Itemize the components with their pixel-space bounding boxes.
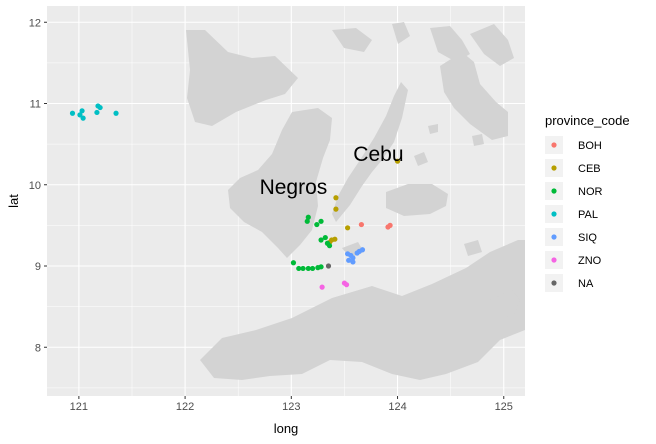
land-panay [186,30,298,126]
land-samar [430,26,470,62]
legend-key-ceb [551,165,557,171]
point-pal [97,104,103,111]
land-camotes [414,152,428,166]
point-nor [304,218,310,224]
legend-label-siq: SIQ [578,232,597,244]
annotation-cebu: Cebu [353,143,403,166]
x-tick-label: 122 [176,401,194,413]
legend: province_code BOH CEB NOR PAL SIQ ZNO NA [545,113,630,292]
x-tick-label: 125 [495,401,513,413]
legend-label-boh: BOH [578,140,602,152]
point-pal [113,110,119,116]
legend-key-nor [551,188,557,194]
point-ceb [394,158,401,164]
legend-key-zno [551,257,557,263]
point-pal [80,115,86,121]
legend-items: BOH CEB NOR PAL SIQ ZNO NA [545,136,603,292]
land-leyte [440,52,508,140]
land-isle-c [472,134,484,146]
x-tick-label: 123 [282,401,300,413]
x-axis-ticks: 121 122 123 124 125 [70,396,513,413]
y-tick-label: 9 [35,261,41,273]
legend-key-pal [551,211,557,217]
x-tick-label: 121 [70,401,88,413]
y-axis-title: lat [6,194,21,208]
x-tick-label: 124 [388,401,406,413]
point-ceb [333,206,339,212]
legend-label-zno: ZNO [578,255,602,267]
point-pal [69,110,76,116]
point-na [325,263,332,269]
y-tick-label: 12 [29,17,41,29]
legend-title: province_code [545,113,630,128]
point-nor [326,243,333,249]
x-axis-title: long [274,421,299,436]
point-siq [350,259,356,265]
y-tick-label: 10 [29,180,41,192]
legend-label-na: NA [578,278,594,290]
point-ceb [345,225,351,231]
land-bohol [386,184,448,216]
land-isle-b [464,240,482,256]
annotation-negros: Negros [260,176,328,199]
data-points [69,103,401,290]
land-mindanao [200,240,525,380]
point-zno [319,284,325,290]
point-pal [77,112,83,118]
land-north-strip [470,24,514,66]
legend-label-pal: PAL [578,209,598,221]
point-nor [322,234,328,241]
legend-key-siq [551,234,557,240]
point-nor [290,260,297,266]
land-mindanao-east [490,290,520,318]
point-nor [314,221,320,228]
point-nor [296,265,302,272]
point-nor [300,265,306,272]
point-ceb [333,195,339,201]
point-siq [350,255,356,261]
point-boh [358,221,365,228]
point-nor [318,218,324,224]
point-pal [79,108,85,114]
land-ticao [392,22,410,44]
point-nor [318,264,324,270]
legend-key-na [551,280,557,286]
point-pal [94,109,100,116]
land-isle-a [428,124,438,134]
point-boh [387,222,393,228]
point-nor [305,265,311,272]
y-axis-ticks: 8 9 10 11 12 [29,17,47,354]
point-siq [346,257,352,263]
legend-label-nor: NOR [578,186,603,198]
y-tick-label: 8 [35,342,41,354]
point-zno [343,282,350,288]
y-tick-label: 11 [30,99,41,111]
legend-label-ceb: CEB [578,163,601,175]
point-nor [309,265,316,272]
land-cebu [332,82,408,222]
annotations: Negros Cebu [260,143,404,199]
land-masbate [332,28,372,52]
point-nor [318,237,324,243]
legend-key-boh [551,142,557,148]
point-siq [359,247,366,253]
point-nor [305,214,311,220]
